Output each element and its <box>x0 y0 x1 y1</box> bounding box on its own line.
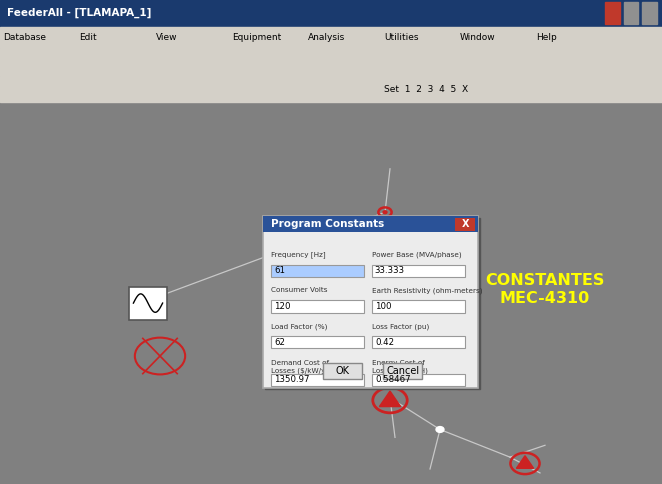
Text: Energy Cost of
Losses ($/kWH): Energy Cost of Losses ($/kWH) <box>371 361 428 374</box>
Text: View: View <box>156 33 177 42</box>
Bar <box>265 218 480 389</box>
Text: Consumer Volts: Consumer Volts <box>271 287 328 293</box>
Bar <box>0 27 662 48</box>
Text: OK: OK <box>336 366 350 376</box>
Text: Set  1  2  3  4  5  X: Set 1 2 3 4 5 X <box>384 85 468 93</box>
Text: Program Constants: Program Constants <box>271 219 384 229</box>
Bar <box>624 2 638 24</box>
Text: 62: 62 <box>274 338 285 347</box>
Bar <box>263 216 478 232</box>
Text: Loss Factor (pu): Loss Factor (pu) <box>371 323 429 330</box>
Bar <box>323 363 361 379</box>
Text: Database: Database <box>3 33 46 42</box>
Bar <box>0 48 662 76</box>
Bar <box>271 301 364 313</box>
Bar <box>263 216 478 388</box>
Bar <box>371 374 465 386</box>
Bar <box>0 102 662 484</box>
Bar <box>129 287 167 319</box>
Text: 0.42: 0.42 <box>375 338 394 347</box>
Text: Equipment: Equipment <box>232 33 281 42</box>
Bar <box>271 265 364 277</box>
Bar <box>371 265 465 277</box>
Text: 0.58467: 0.58467 <box>375 375 410 384</box>
Bar <box>271 374 364 386</box>
Text: FeederAll - [TLAMAPA_1]: FeederAll - [TLAMAPA_1] <box>7 8 151 18</box>
Polygon shape <box>516 456 534 469</box>
Text: Earth Resistivity (ohm-meters): Earth Resistivity (ohm-meters) <box>371 287 482 294</box>
Text: CONSTANTES
MEC-4310: CONSTANTES MEC-4310 <box>485 273 604 306</box>
Text: 61: 61 <box>274 266 285 275</box>
Text: X: X <box>461 219 469 229</box>
Bar <box>271 336 364 348</box>
Bar <box>642 2 657 24</box>
Text: 33.333: 33.333 <box>375 266 405 275</box>
Text: Edit: Edit <box>79 33 97 42</box>
Text: Power Base (MVA/phase): Power Base (MVA/phase) <box>371 251 461 258</box>
Bar <box>0 76 662 102</box>
Text: Demand Cost of
Losses ($/kW/yr): Demand Cost of Losses ($/kW/yr) <box>271 361 331 374</box>
Text: Window: Window <box>460 33 496 42</box>
Text: Utilities: Utilities <box>384 33 418 42</box>
Text: 120: 120 <box>274 302 291 311</box>
Text: Cancel: Cancel <box>386 366 419 376</box>
Bar <box>605 2 620 24</box>
Text: Analysis: Analysis <box>308 33 345 42</box>
Text: 100: 100 <box>375 302 391 311</box>
Bar <box>0 0 662 27</box>
Circle shape <box>436 426 444 432</box>
Bar <box>371 301 465 313</box>
Bar <box>371 336 465 348</box>
Text: Help: Help <box>536 33 557 42</box>
Circle shape <box>383 211 387 214</box>
Bar <box>383 363 422 379</box>
Text: Frequency [Hz]: Frequency [Hz] <box>271 251 326 258</box>
Bar <box>455 218 475 230</box>
Polygon shape <box>379 391 401 407</box>
Text: Load Factor (%): Load Factor (%) <box>271 323 327 330</box>
Text: 1350.97: 1350.97 <box>274 375 310 384</box>
